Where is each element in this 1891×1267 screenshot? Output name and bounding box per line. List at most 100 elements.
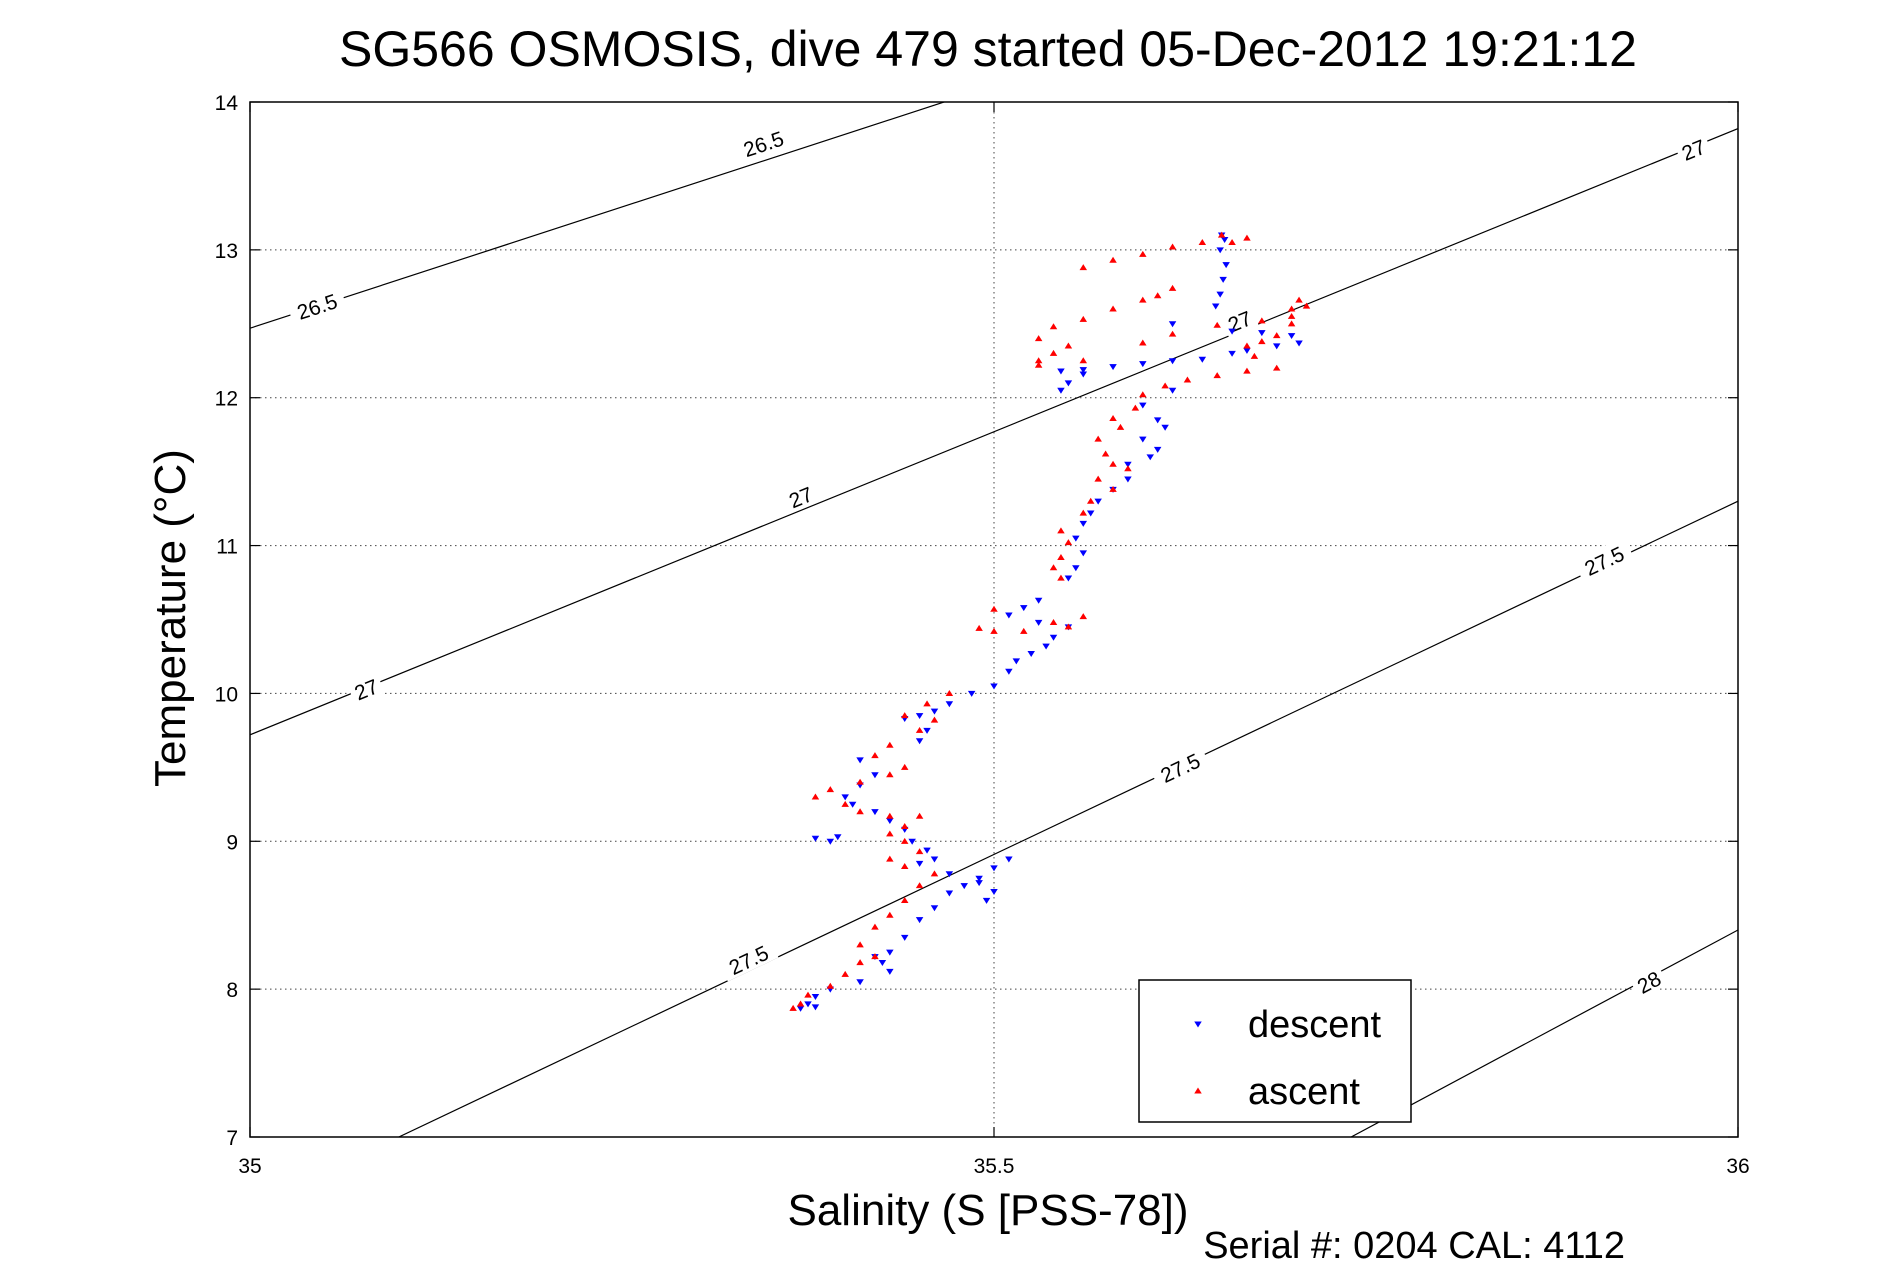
- ascent-point: [1034, 335, 1043, 342]
- ascent-point: [1049, 564, 1058, 571]
- descent-point: [915, 738, 924, 745]
- descent-point: [1079, 367, 1088, 374]
- ascent-point: [1258, 338, 1266, 345]
- descent-point: [945, 890, 954, 897]
- descent-point: [834, 834, 842, 841]
- ascent-point: [856, 808, 864, 815]
- descent-point: [1211, 303, 1220, 310]
- ascent-point: [1139, 339, 1147, 346]
- descent-point: [945, 871, 954, 878]
- descent-point: [1153, 417, 1162, 424]
- y-tick-label: 13: [215, 240, 238, 263]
- descent-point: [811, 835, 820, 842]
- contour-label: 26.5: [741, 128, 787, 163]
- ascent-point: [1198, 239, 1207, 246]
- x-tick-label: 35.5: [974, 1155, 1015, 1178]
- ascent-point: [841, 970, 849, 977]
- ascent-point: [1250, 352, 1259, 359]
- ascent-point: [1213, 321, 1221, 328]
- descent-point: [1012, 658, 1021, 665]
- ascent-point: [915, 726, 924, 733]
- ascent-point: [886, 830, 894, 837]
- ascent-point: [1124, 465, 1132, 472]
- y-tick-label: 9: [226, 831, 238, 854]
- ascent-point: [1243, 367, 1251, 374]
- ascent-point: [826, 982, 835, 989]
- ascent-point: [1057, 553, 1065, 560]
- ascent-point: [796, 1000, 805, 1007]
- y-tick-label: 12: [215, 388, 238, 411]
- descent-point: [886, 949, 894, 956]
- contour-label-bg: [780, 478, 820, 514]
- legend-box: [1138, 979, 1412, 1123]
- ascent-point: [915, 848, 924, 855]
- ascent-point: [1272, 364, 1281, 371]
- descent-point: [1057, 387, 1065, 394]
- contour-label-bg: [1219, 302, 1259, 338]
- descent-point: [826, 838, 835, 845]
- descent-point: [990, 683, 998, 690]
- data-series: [789, 231, 1311, 1012]
- ascent-point: [1086, 497, 1095, 504]
- ascent-point: [1079, 315, 1088, 322]
- descent-point: [960, 883, 968, 890]
- ascent-point: [1057, 574, 1065, 581]
- descent-point: [915, 860, 924, 867]
- descent-point: [915, 917, 924, 924]
- descent-point: [1034, 619, 1043, 626]
- ascent-point: [923, 700, 931, 707]
- ascent-point: [1109, 414, 1117, 421]
- ascent-point: [1094, 435, 1102, 442]
- ascent-point: [1302, 302, 1311, 309]
- ascent-point: [886, 855, 894, 862]
- ascent-point: [811, 793, 820, 800]
- ascent-point: [900, 712, 909, 719]
- descent-point: [1139, 402, 1147, 409]
- serial-cal-footer: Serial #: 0204 CAL: 4112: [1203, 1225, 1625, 1262]
- contour-line-28: [1350, 929, 1738, 1137]
- ascent-point: [1183, 376, 1192, 383]
- descent-point: [1287, 333, 1296, 340]
- ascent-point: [1139, 296, 1147, 303]
- ascent-point: [1217, 231, 1226, 238]
- descent-point: [930, 708, 939, 715]
- descent-point: [1034, 597, 1043, 604]
- ascent-point: [871, 923, 879, 930]
- y-tick-label: 10: [215, 683, 238, 706]
- y-tick-label: 7: [226, 1127, 238, 1150]
- ascent-point: [1139, 250, 1147, 257]
- descent-point: [930, 856, 939, 863]
- ascent-point: [1064, 623, 1073, 630]
- descent-point: [1072, 565, 1080, 572]
- ascent-point: [1064, 342, 1073, 349]
- ascent-point: [1064, 539, 1073, 546]
- ascent-point: [841, 800, 849, 807]
- descent-point: [856, 757, 864, 764]
- descent-point: [1124, 476, 1132, 483]
- ascent-point: [1258, 317, 1266, 324]
- ascent-point: [1168, 330, 1177, 337]
- descent-point: [871, 772, 879, 779]
- ascent-point: [1168, 284, 1177, 291]
- ascent-point: [856, 959, 864, 966]
- ascent-point: [1295, 296, 1303, 303]
- descent-point: [1086, 510, 1095, 517]
- ascent-point: [1116, 423, 1125, 430]
- descent-point: [878, 959, 887, 966]
- descent-point: [1139, 436, 1147, 443]
- descent-point: [1049, 634, 1058, 641]
- descent-point: [1072, 535, 1080, 542]
- descent-point: [967, 690, 976, 697]
- x-tick-label: 35: [238, 1155, 261, 1178]
- ascent-point: [1109, 485, 1117, 492]
- ascent-point: [871, 953, 879, 960]
- x-axis-label: Salinity (S [PSS-78]): [787, 1186, 1188, 1235]
- contour-line-27: [250, 128, 1738, 736]
- ascent-point: [900, 896, 909, 903]
- descent-point: [1243, 347, 1251, 354]
- ascent-point: [915, 882, 924, 889]
- descent-point: [1146, 454, 1154, 461]
- descent-point: [1005, 668, 1013, 675]
